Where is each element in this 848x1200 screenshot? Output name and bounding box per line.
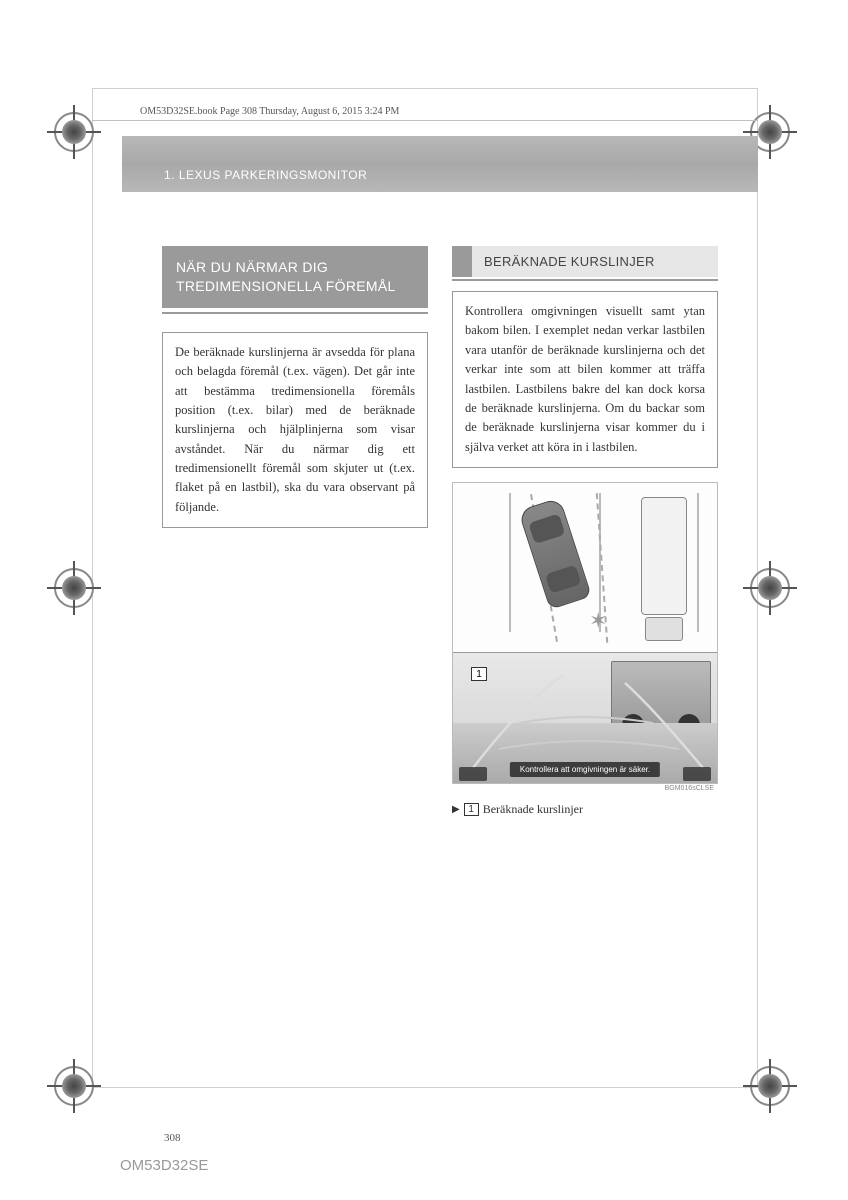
caption-text: Beräknade kurslinjer — [483, 802, 583, 817]
section-header-text: 1. LEXUS PARKERINGSMONITOR — [122, 136, 758, 182]
lane-line-icon — [697, 493, 699, 632]
illustration-figure: ✶ 1 Kontrollera att omgivningen är säker… — [452, 482, 718, 784]
meta-divider — [92, 120, 758, 121]
crop-mark-icon — [44, 558, 104, 618]
camera-overlay-text: Kontrollera att omgivningen är säker. — [510, 762, 660, 777]
left-body-text: De beräknade kurslinjerna är avsedda för… — [162, 332, 428, 528]
right-heading-row: BERÄKNADE KURSLINJER — [452, 246, 718, 277]
left-heading: NÄR DU NÄRMAR DIG TREDIMENSIONELLA FÖREM… — [162, 246, 428, 310]
crop-mark-icon — [740, 1056, 800, 1116]
left-column: NÄR DU NÄRMAR DIG TREDIMENSIONELLA FÖREM… — [162, 246, 428, 817]
section-header-bar: 1. LEXUS PARKERINGSMONITOR — [122, 136, 758, 192]
camera-ui-icon — [683, 767, 711, 781]
truck-icon — [641, 497, 687, 615]
heading-tab — [452, 246, 472, 277]
heading-underline — [162, 312, 428, 314]
crop-mark-icon — [44, 1056, 104, 1116]
book-meta-line: OM53D32SE.book Page 308 Thursday, August… — [140, 106, 399, 117]
content-columns: NÄR DU NÄRMAR DIG TREDIMENSIONELLA FÖREM… — [162, 246, 718, 817]
figure-caption: ▶ 1 Beräknade kurslinjer — [452, 802, 718, 817]
camera-view-diagram: 1 Kontrollera att omgivningen är säker. — [453, 653, 717, 783]
page-number: 308 — [164, 1132, 181, 1144]
crop-mark-icon — [44, 102, 104, 162]
car-icon — [518, 497, 592, 610]
right-body-text: Kontrollera omgivningen visuellt samt yt… — [452, 291, 718, 468]
camera-ui-icon — [459, 767, 487, 781]
lane-line-icon — [509, 493, 511, 632]
crop-mark-icon — [740, 558, 800, 618]
right-heading: BERÄKNADE KURSLINJER — [472, 246, 718, 277]
caption-number: 1 — [464, 803, 479, 816]
truck-cab-icon — [645, 617, 683, 641]
triangle-bullet-icon: ▶ — [452, 804, 460, 815]
right-column: BERÄKNADE KURSLINJER Kontrollera omgivni… — [452, 246, 718, 817]
image-reference-code: BGM016sCLSE — [452, 784, 718, 792]
top-view-diagram: ✶ — [453, 483, 717, 653]
callout-number: 1 — [471, 667, 487, 681]
heading-underline — [452, 279, 718, 281]
document-code: OM53D32SE — [120, 1157, 208, 1174]
impact-star-icon: ✶ — [589, 608, 607, 634]
